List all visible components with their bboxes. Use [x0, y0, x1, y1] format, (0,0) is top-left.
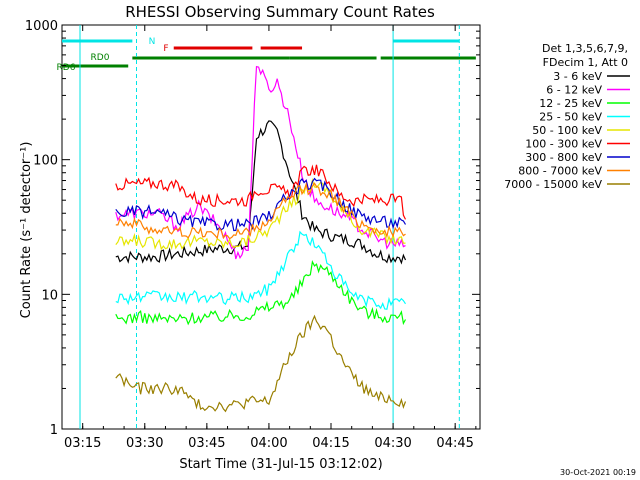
- legend-label-7: 800 - 7000 keV: [518, 165, 602, 178]
- series-line-1: [115, 65, 406, 260]
- x-axis-ticks: 03:15 03:30 03:45 04:00 04:15 04:30 04:45: [61, 25, 477, 451]
- y-axis-label: Count Rate (s⁻¹ detector⁻¹): [19, 142, 34, 319]
- legend-label-0: 3 - 6 keV: [553, 70, 602, 83]
- y-tick-label-0: 1: [50, 423, 58, 438]
- flag-f-label: F: [163, 44, 168, 54]
- y-tick-label-2: 100: [33, 154, 58, 169]
- y-axis-ticks: 1 10 100 1000: [25, 19, 480, 438]
- legend-label-1: 6 - 12 keV: [546, 84, 602, 97]
- series-line-0: [115, 120, 407, 265]
- footer-timestamp: 30-Oct-2021 00:19: [560, 468, 636, 477]
- flag-rd6-label: RD6: [57, 63, 76, 73]
- series-line-8: [115, 314, 407, 413]
- series-line-5: [115, 164, 407, 220]
- x-tick-label-4: 04:15: [312, 436, 349, 451]
- series-line-3: [115, 230, 407, 310]
- legend: Det 1,3,5,6,7,9,FDecim 1, Att 03 - 6 keV…: [504, 42, 630, 191]
- legend-label-6: 300 - 800 keV: [525, 151, 602, 164]
- y-tick-label-3: 1000: [25, 19, 58, 34]
- flag-n-label: N: [149, 37, 156, 47]
- legend-header-1: FDecim 1, Att 0: [543, 56, 628, 69]
- series-lines: [115, 65, 407, 413]
- x-tick-label-0: 03:15: [64, 436, 101, 451]
- legend-header-0: Det 1,3,5,6,7,9,: [542, 42, 628, 55]
- series-line-7: [115, 181, 406, 240]
- legend-label-8: 7000 - 15000 keV: [504, 178, 602, 191]
- chart-title: RHESSI Observing Summary Count Rates: [125, 3, 435, 21]
- flag-bars: NF RD0 RD6: [57, 37, 476, 73]
- series-line-6: [115, 177, 407, 232]
- flag-rd0-label: RD0: [91, 53, 110, 63]
- legend-label-3: 25 - 50 keV: [539, 111, 602, 124]
- legend-label-5: 100 - 300 keV: [525, 138, 602, 151]
- y-tick-label-1: 10: [41, 288, 58, 303]
- x-tick-label-2: 03:45: [188, 436, 225, 451]
- x-tick-label-5: 04:30: [374, 436, 411, 451]
- x-tick-label-1: 03:30: [126, 436, 163, 451]
- series-line-4: [115, 177, 406, 251]
- legend-label-4: 50 - 100 keV: [532, 124, 602, 137]
- plot-frame: [61, 24, 481, 430]
- x-tick-label-3: 04:00: [250, 436, 287, 451]
- series-line-2: [115, 260, 407, 326]
- x-tick-label-6: 04:45: [436, 436, 473, 451]
- x-axis-label: Start Time (31-Jul-15 03:12:02): [179, 457, 382, 472]
- legend-label-2: 12 - 25 keV: [539, 97, 602, 110]
